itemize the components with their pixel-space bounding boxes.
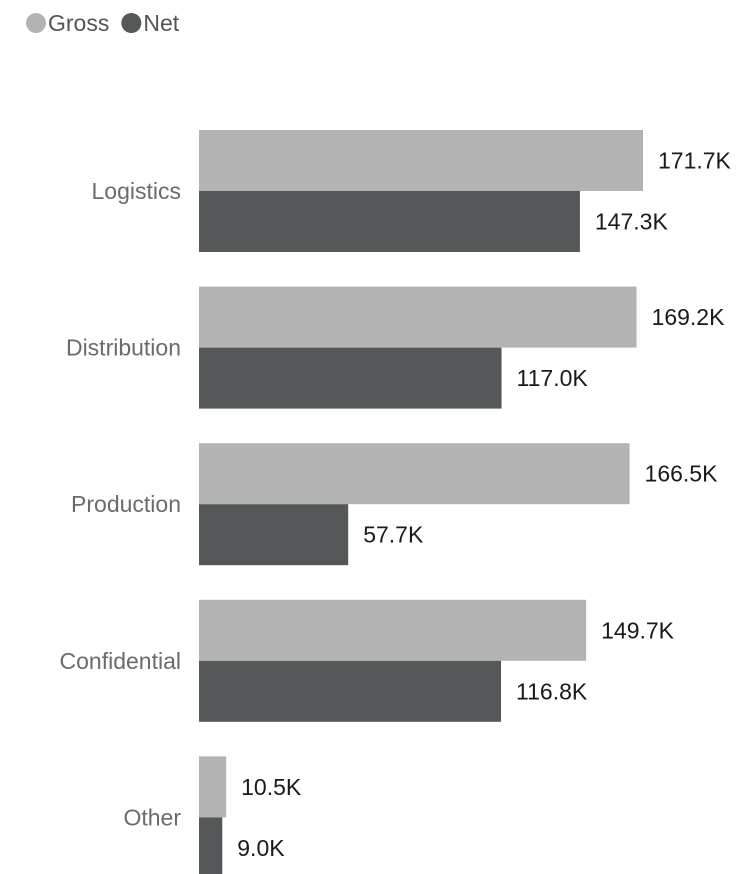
value-label-gross: 10.5K [241,774,302,800]
legend: Gross Net [26,10,180,36]
bar-gross [199,443,630,505]
legend-swatch-net [121,13,142,33]
category-label: Other [123,804,181,830]
bar-gross [199,130,643,191]
legend-label-gross: Gross [48,10,109,36]
category-label: Production [71,491,181,517]
value-label-net: 147.3K [595,209,669,235]
value-label-net: 117.0K [517,365,589,391]
category-group-other: Other 10.5K 9.0K [123,756,302,874]
category-group-production: Production 166.5K 57.7K [71,443,719,566]
category-label: Distribution [66,335,181,361]
value-label-net: 57.7K [363,522,424,548]
bar-gross [199,286,637,348]
bar-gross [199,599,587,661]
value-label-net: 9.0K [237,835,285,861]
bar-net [199,347,502,409]
value-label-gross: 169.2K [652,304,726,330]
category-group-logistics: Logistics 171.7K 147.3K [92,130,732,252]
legend-swatch-gross [26,13,46,33]
plot-area: Logistics 171.7K 147.3K Distribution 169.2K 1… [60,130,732,874]
category-label: Logistics [92,178,181,204]
value-label-gross: 149.7K [601,617,675,643]
category-group-confidential: Confidential 149.7K 116.8K [60,599,675,722]
value-label-gross: 166.5K [645,461,719,487]
value-label-net: 116.8K [516,678,588,704]
category-group-distribution: Distribution 169.2K 117.0K [66,286,726,409]
category-label: Confidential [60,648,181,674]
bar-gross [199,756,227,818]
bar-net [199,191,580,252]
bar-net [199,660,502,722]
value-label-gross: 171.7K [658,148,732,174]
legend-label-net: Net [143,10,179,36]
bar-net [199,504,349,566]
bar-net [199,817,223,874]
